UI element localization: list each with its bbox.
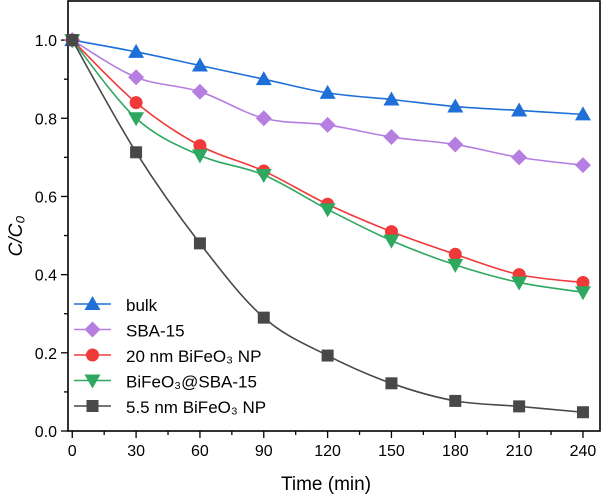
x-tick-label: 180 bbox=[442, 443, 469, 460]
legend-label: BiFeO₃@SBA-15 bbox=[126, 373, 257, 392]
legend-label: bulk bbox=[126, 296, 158, 315]
x-tick-label: 60 bbox=[191, 443, 209, 460]
legend-label: 20 nm BiFeO₃ NP bbox=[126, 347, 261, 366]
data-point bbox=[511, 102, 528, 117]
data-point bbox=[513, 400, 526, 413]
legend-label: 5.5 nm BiFeO₃ NP bbox=[126, 398, 266, 417]
legend-entry: 20 nm BiFeO₃ NP bbox=[74, 347, 261, 366]
data-point bbox=[576, 275, 590, 289]
data-point bbox=[511, 276, 528, 291]
data-point bbox=[319, 84, 336, 99]
y-axis-label: C/C₀ bbox=[6, 216, 27, 257]
legend-entry: SBA-15 bbox=[74, 321, 185, 341]
data-point bbox=[255, 71, 272, 86]
legend-entry: bulk bbox=[74, 296, 158, 315]
data-point bbox=[576, 406, 589, 419]
series-line bbox=[71, 39, 584, 166]
y-tick-label: 0.6 bbox=[35, 189, 57, 206]
data-point bbox=[319, 116, 336, 133]
data-point bbox=[511, 149, 528, 166]
y-tick-label: 0.4 bbox=[35, 268, 57, 285]
x-tick-label: 150 bbox=[378, 443, 405, 460]
data-point bbox=[574, 106, 591, 121]
x-tick-label: 90 bbox=[255, 443, 273, 460]
data-point bbox=[66, 34, 79, 47]
data-point bbox=[255, 168, 272, 183]
data-point bbox=[383, 234, 400, 249]
y-tick-label: 0.0 bbox=[35, 424, 57, 441]
data-point bbox=[130, 146, 143, 159]
series-line bbox=[71, 39, 584, 414]
x-tick-label: 120 bbox=[314, 443, 341, 460]
data-point bbox=[447, 136, 464, 153]
axes: 0 30 60 90 120 150 180 210 240 0.0 0.2 0.4 0.6 0.8 1.0 bbox=[35, 0, 601, 460]
data-point bbox=[128, 112, 145, 127]
series-line bbox=[71, 39, 584, 284]
series-line bbox=[72, 39, 584, 116]
series-group bbox=[64, 32, 591, 419]
legend: bulk SBA-15 20 nm BiFeO₃ NP BiFeO₃@SBA-15 5.… bbox=[74, 296, 266, 417]
legend-label: SBA-15 bbox=[126, 322, 185, 341]
legend-entry: BiFeO₃@SBA-15 bbox=[74, 373, 257, 392]
data-point bbox=[448, 247, 462, 261]
data-point bbox=[128, 69, 145, 86]
data-point bbox=[321, 349, 334, 362]
series-bulk bbox=[64, 32, 591, 121]
series-20-nm-bifeo-np bbox=[65, 33, 590, 289]
data-point bbox=[319, 203, 336, 218]
data-point bbox=[385, 377, 398, 390]
legend-marker bbox=[86, 400, 99, 412]
data-point bbox=[257, 311, 270, 324]
x-tick-label: 30 bbox=[127, 443, 145, 460]
x-tick-label: 240 bbox=[570, 443, 597, 460]
data-point bbox=[191, 57, 208, 72]
y-tick-label: 1.0 bbox=[35, 33, 57, 50]
series-bifeo-sba-15 bbox=[64, 34, 591, 301]
data-point bbox=[129, 96, 143, 110]
data-point bbox=[255, 110, 272, 127]
x-axis-label: Time (min) bbox=[281, 474, 371, 495]
series-line bbox=[71, 39, 584, 294]
data-point bbox=[193, 237, 206, 250]
series-5-5-nm-bifeo-np bbox=[66, 34, 589, 419]
data-point bbox=[383, 129, 400, 146]
data-point bbox=[128, 43, 145, 58]
y-tick-label: 0.2 bbox=[35, 346, 57, 363]
x-tick-label: 0 bbox=[68, 443, 77, 460]
x-tick-label: 210 bbox=[506, 443, 533, 460]
data-point bbox=[574, 157, 591, 174]
y-tick-label: 0.8 bbox=[35, 111, 57, 128]
data-point bbox=[447, 98, 464, 113]
legend-marker bbox=[84, 374, 101, 389]
data-point bbox=[383, 91, 400, 106]
legend-entry: 5.5 nm BiFeO₃ NP bbox=[74, 398, 266, 417]
data-point bbox=[574, 286, 591, 301]
legend-marker bbox=[86, 348, 99, 362]
legend-marker bbox=[84, 321, 101, 338]
plot-frame bbox=[67, 0, 601, 432]
data-point bbox=[449, 394, 462, 407]
data-point bbox=[447, 258, 464, 273]
data-point bbox=[191, 83, 208, 100]
data-point bbox=[193, 139, 207, 153]
data-point bbox=[191, 149, 208, 164]
legend-marker bbox=[84, 296, 101, 310]
